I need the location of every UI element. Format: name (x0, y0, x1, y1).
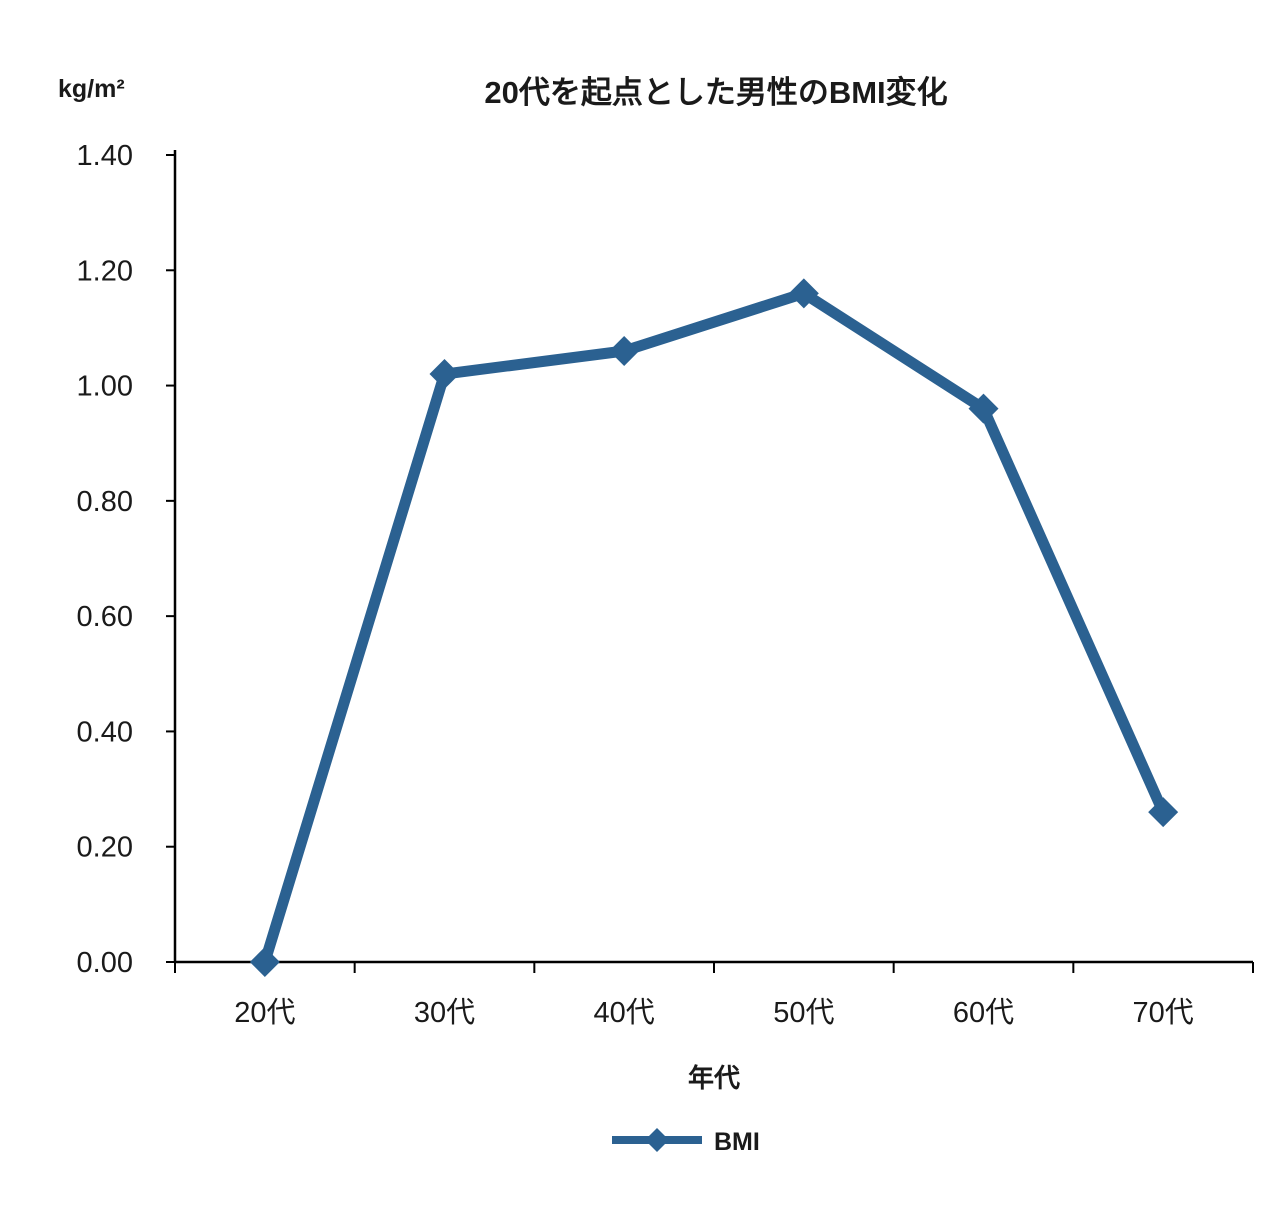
data-point-marker (968, 393, 999, 424)
y-tick-label: 1.20 (77, 255, 133, 287)
data-point-marker (788, 278, 819, 309)
bmi-series-line (259, 287, 1169, 968)
y-tick-label: 0.80 (77, 486, 133, 518)
data-point-marker (609, 335, 640, 366)
y-tick-label: 0.00 (77, 947, 133, 979)
legend: BMI (612, 1128, 760, 1156)
legend-series-label: BMI (714, 1128, 760, 1156)
y-tick-label: 0.20 (77, 832, 133, 864)
legend-diamond-marker (645, 1128, 669, 1152)
plot-area: 0.00 0.20 0.40 0.60 0.80 1.00 1.20 1.40 20代 30代 40… (77, 140, 1254, 1029)
data-point-marker (249, 947, 280, 977)
y-tick-label: 0.60 (77, 601, 133, 633)
x-tick-label: 30代 (414, 997, 475, 1029)
x-tick-label: 60代 (953, 997, 1014, 1029)
y-tick-label: 1.40 (77, 140, 133, 172)
y-tick-label: 0.40 (77, 716, 133, 748)
x-tick-label: 20代 (234, 997, 295, 1029)
x-tick-label: 50代 (773, 997, 834, 1029)
data-point-marker (429, 359, 460, 390)
x-axis-title: 年代 (688, 1063, 740, 1093)
data-point-marker (1148, 797, 1179, 828)
x-tick-label: 40代 (594, 997, 655, 1029)
chart-title: 20代を起点とした男性のBMI変化 (484, 75, 947, 110)
y-tick-label: 1.00 (77, 371, 133, 403)
y-axis-unit-label: kg/m² (58, 75, 125, 103)
x-tick-label: 70代 (1133, 997, 1194, 1029)
